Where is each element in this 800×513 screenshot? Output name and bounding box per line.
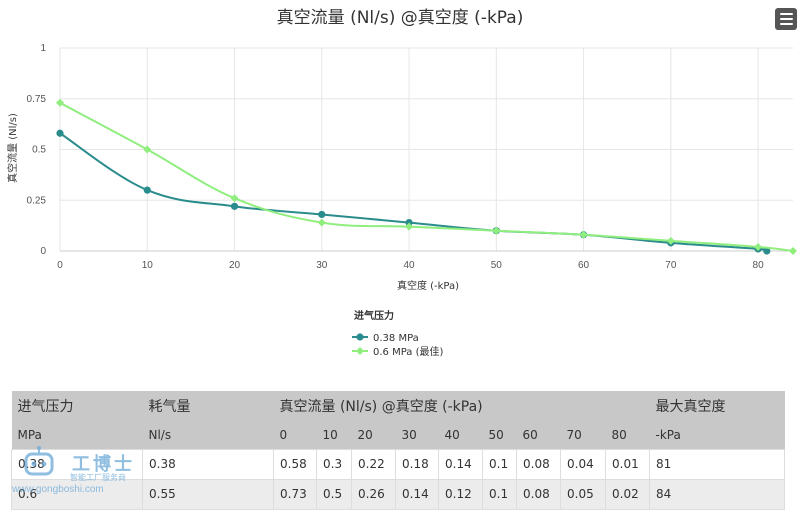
y-tick-label: 0.25: [27, 195, 47, 206]
series-1: [56, 98, 797, 255]
x-tick-labels: 0 10 20 30 40 50 60 70 80: [57, 260, 764, 271]
header-unit-cell: 10: [322, 427, 338, 442]
table-cell: 0.22: [351, 448, 396, 480]
series-line: [59, 132, 770, 252]
data-point: [405, 218, 413, 227]
data-point: [317, 218, 326, 227]
table-cell: 0.04: [560, 448, 606, 480]
header-unit-cell: 70: [566, 427, 582, 442]
x-tick-label: 60: [578, 260, 590, 271]
legend-item[interactable]: 0.38 MPa: [352, 333, 419, 344]
header-unit-cell: 80: [611, 427, 627, 442]
table-row: 0.6 0.55 0.73 0.5 0.26 0.14 0.12 0.1 0.08 0.05 0.0…: [11, 478, 786, 510]
header-unit-cell: -kPa: [655, 427, 681, 442]
table-cell: 0.38: [11, 448, 143, 480]
table-cell: 0.3: [316, 448, 352, 480]
header-unit-cell: Nl/s: [148, 427, 172, 442]
y-tick-labels: 0 0.25 0.5 0.75 1: [27, 43, 47, 257]
y-tick-label: 0: [40, 246, 46, 257]
x-tick-label: 80: [753, 260, 765, 271]
table-cell: 81: [649, 448, 786, 480]
table-cell: 0.1: [482, 448, 517, 480]
table-body: 0.38 0.38 0.58 0.3 0.22 0.18 0.14 0.1 0.08 0.04 0.…: [11, 448, 786, 510]
header-max-vacuum: 最大真空度: [655, 399, 726, 415]
table-cell: 0.6: [11, 478, 143, 510]
data-point: [405, 222, 414, 231]
table-cell: 0.02: [604, 478, 651, 510]
header-inlet-pressure: 进气压力: [17, 399, 74, 415]
hamburger-menu-icon[interactable]: [775, 8, 797, 30]
header-unit-cell: 20: [357, 427, 373, 442]
table-cell: 0.14: [395, 478, 439, 510]
legend-marker: [356, 347, 364, 355]
chart: 真空流量 (Nl/s) @真空度 (-kPa) 0 10 20 30 40 50 60 70 8…: [6, 8, 797, 358]
y-tick-label: 1: [40, 43, 46, 54]
x-tick-label: 10: [142, 260, 154, 271]
header-unit-cell: 30: [401, 427, 417, 442]
table-cell: 0.38: [142, 448, 274, 480]
data-point: [230, 202, 239, 210]
data-point: [492, 226, 501, 235]
table-cell: 0.1: [482, 478, 517, 510]
chart-title: 真空流量 (Nl/s) @真空度 (-kPa): [277, 8, 524, 28]
y-axis-title: 真空流量 (Nl/s): [6, 113, 19, 183]
legend-title: 进气压力: [354, 309, 394, 322]
table-row: 0.38 0.38 0.58 0.3 0.22 0.18 0.14 0.1 0.08 0.04 0.…: [11, 448, 786, 480]
legend-label: 0.6 MPa (最佳): [373, 345, 443, 358]
legend-item[interactable]: 0.6 MPa (最佳): [352, 345, 443, 358]
legend-label: 0.38 MPa: [373, 333, 419, 344]
x-axis-title: 真空度 (-kPa): [397, 279, 459, 292]
header-unit-cell: MPa: [17, 427, 42, 442]
legend-marker: [356, 333, 364, 341]
header-unit-cell: 0: [279, 427, 288, 442]
series-0: [56, 129, 771, 255]
series: [56, 98, 797, 255]
table-header-row: 进气压力 耗气量 真空流量 (Nl/s) @真空度 (-kPa) 最大真空度: [11, 391, 785, 421]
header-air-consumption: 耗气量: [148, 399, 191, 415]
x-tick-label: 40: [403, 260, 415, 271]
x-tick-label: 70: [665, 260, 677, 271]
data-point: [318, 210, 326, 219]
data-point: [143, 145, 152, 154]
table-cell: 84: [649, 478, 786, 510]
table-cell: 0.73: [273, 478, 317, 510]
x-tick-label: 30: [316, 260, 328, 271]
table-units-row: MPa Nl/s 0 10 20 30 40 50 60 70 80 -kPa: [11, 421, 785, 449]
x-tick-label: 50: [491, 260, 503, 271]
x-tick-label: 0: [57, 260, 63, 271]
y-tick-label: 0.75: [27, 94, 47, 105]
header-unit-cell: 50: [488, 427, 504, 442]
header-vacuum-flow: 真空流量 (Nl/s) @真空度 (-kPa): [279, 399, 483, 415]
header-unit-cell: 60: [522, 427, 538, 442]
data-point: [56, 98, 64, 107]
data-point: [763, 247, 771, 255]
data-point: [230, 194, 239, 203]
table-cell: 0.12: [438, 478, 483, 510]
x-tick-label: 20: [229, 260, 241, 271]
data-point: [143, 186, 151, 194]
data-point: [789, 247, 797, 255]
data-table: 进气压力 耗气量 真空流量 (Nl/s) @真空度 (-kPa) 最大真空度 M…: [11, 391, 786, 510]
table-cell: 0.01: [604, 448, 651, 480]
header-unit-cell: 40: [444, 427, 460, 442]
data-point: [754, 242, 763, 251]
table-cell: 0.05: [560, 478, 606, 510]
table-cell: 0.14: [438, 448, 483, 480]
y-tick-label: 0.5: [32, 145, 46, 156]
table-cell: 0.58: [273, 448, 317, 480]
table-cell: 0.18: [395, 448, 439, 480]
data-point: [56, 129, 64, 137]
grid: [59, 47, 793, 252]
table-cell: 0.08: [516, 478, 561, 510]
table-cell: 0.5: [316, 478, 352, 510]
series-line: [59, 101, 794, 252]
table-cell: 0.55: [142, 478, 274, 510]
data-point: [666, 236, 675, 245]
table-cell: 0.26: [351, 478, 396, 510]
table-cell: 0.08: [516, 448, 561, 480]
data-point: [579, 230, 588, 239]
